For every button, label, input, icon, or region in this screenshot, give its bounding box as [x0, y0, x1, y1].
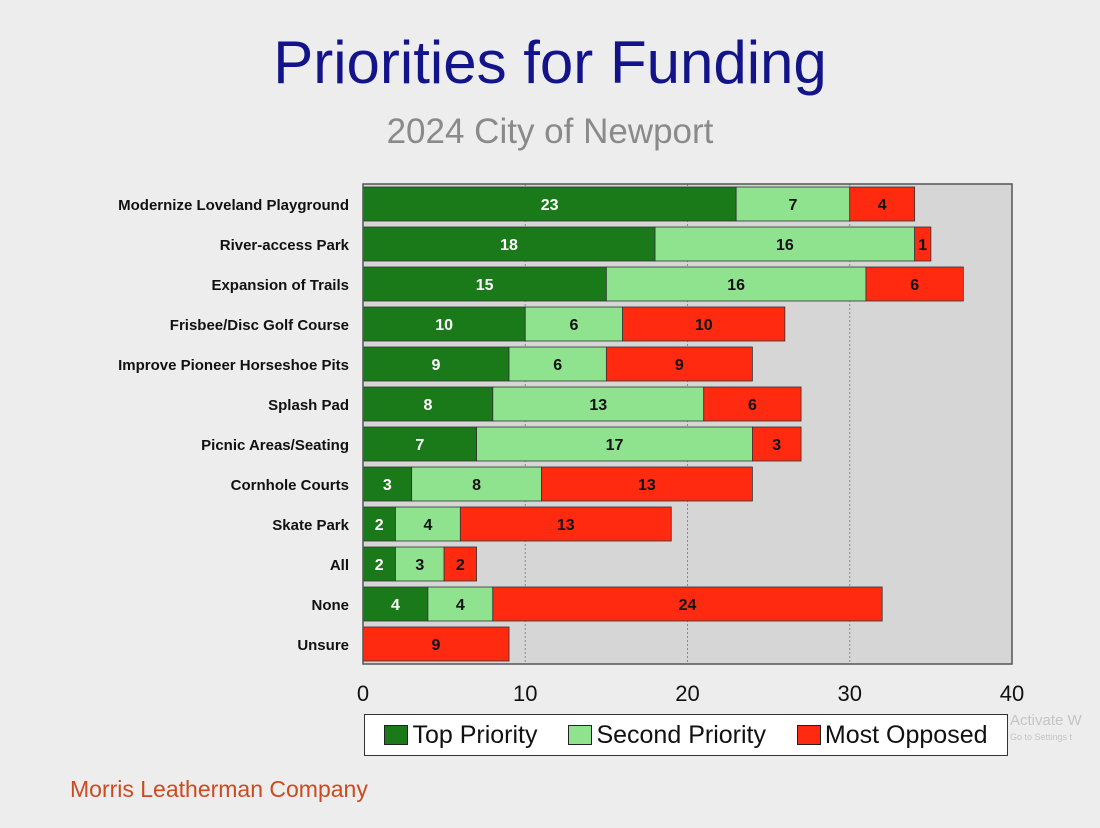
category-label: All: [330, 557, 349, 574]
data-label: 2: [375, 517, 384, 534]
category-label: Improve Pioneer Horseshoe Pits: [118, 357, 349, 374]
legend-item-second-priority: Second Priority: [568, 721, 766, 750]
watermark-line-2: Go to Settings t: [1010, 732, 1073, 742]
x-tick-label: 20: [675, 681, 699, 706]
data-label: 13: [557, 517, 575, 534]
bar-segment: [395, 546, 445, 582]
category-label: Unsure: [297, 637, 349, 654]
x-tick-label: 40: [1000, 681, 1024, 706]
legend-label-second-priority: Second Priority: [596, 720, 766, 749]
bar-segment: [443, 546, 477, 582]
bar-segment: [605, 346, 753, 382]
data-label: 2: [456, 557, 465, 574]
bar-segment: [508, 346, 607, 382]
data-label: 4: [423, 517, 432, 534]
activation-watermark: Activate W Go to Settings t: [1010, 712, 1082, 746]
data-label: 24: [679, 597, 697, 614]
bar-segment: [541, 466, 753, 502]
data-label: 13: [638, 477, 656, 494]
legend-item-top-priority: Top Priority: [384, 720, 538, 750]
category-label: Expansion of Trails: [211, 277, 349, 294]
bar-segment: [362, 386, 494, 422]
bar-segment: [362, 266, 607, 302]
bar-segment: [362, 186, 737, 222]
category-label: River-access Park: [220, 237, 350, 254]
data-label: 6: [553, 357, 562, 374]
category-label: Splash Pad: [268, 397, 349, 414]
data-label: 3: [383, 477, 392, 494]
legend-swatch-most-opposed: [796, 725, 821, 745]
bar-segment: [703, 386, 802, 422]
data-label: 10: [435, 317, 453, 334]
data-label: 18: [500, 237, 518, 254]
footer-credit: Morris Leatherman Company: [70, 776, 368, 802]
bar-segment: [362, 226, 656, 262]
data-label: 2: [375, 557, 384, 574]
watermark-line-1: Activate W: [1010, 712, 1082, 729]
bar-segment: [492, 586, 883, 622]
data-label: 17: [606, 437, 624, 454]
category-label: Picnic Areas/Seating: [201, 437, 349, 454]
bar-segment: [362, 306, 526, 342]
bar-segment: [362, 546, 396, 582]
category-label: Modernize Loveland Playground: [118, 197, 349, 214]
legend-label-top-priority: Top Priority: [412, 720, 538, 749]
data-label: 7: [789, 197, 798, 214]
bar-segment: [849, 186, 916, 222]
data-label: 9: [432, 637, 441, 654]
legend-item-most-opposed: Most Opposed: [796, 720, 988, 750]
data-label: 6: [910, 277, 919, 294]
bar-segment: [735, 186, 851, 222]
legend-swatch-second-priority: [568, 725, 593, 745]
data-label: 9: [675, 357, 684, 374]
category-label: Cornhole Courts: [231, 477, 349, 494]
data-label: 6: [748, 397, 757, 414]
data-label: 16: [776, 237, 794, 254]
data-label: 3: [772, 437, 781, 454]
data-label: 15: [476, 277, 494, 294]
data-label: 10: [695, 317, 713, 334]
data-label: 8: [472, 477, 481, 494]
bar-segment: [524, 306, 623, 342]
bar-segment: [752, 426, 802, 462]
data-label: 3: [415, 557, 424, 574]
data-label: 1: [918, 237, 927, 254]
x-tick-label: 10: [513, 681, 537, 706]
chart-subtitle: 2024 City of Newport: [386, 112, 714, 151]
data-label: 6: [569, 317, 578, 334]
plot-border: [362, 183, 1013, 665]
data-label: 4: [391, 597, 400, 614]
category-label: None: [312, 597, 350, 614]
data-label: 7: [415, 437, 424, 454]
data-label: 4: [878, 197, 887, 214]
data-label: 16: [727, 277, 745, 294]
x-tick-label: 0: [357, 681, 369, 706]
data-label: 9: [432, 357, 441, 374]
data-label: 4: [456, 597, 465, 614]
bar-segment: [476, 426, 753, 462]
bar-segment: [459, 506, 672, 542]
bar-segment: [362, 506, 396, 542]
data-label: 8: [423, 397, 432, 414]
legend-label-most-opposed: Most Opposed: [824, 720, 988, 749]
bar-segment: [362, 586, 429, 622]
legend-swatch-top-priority: [384, 725, 409, 745]
bar-segment: [914, 226, 932, 262]
bar-segment: [362, 466, 413, 502]
category-label: Skate Park: [272, 517, 349, 534]
data-label: 13: [589, 397, 607, 414]
data-label: 23: [541, 197, 559, 214]
bar-segment: [362, 626, 510, 662]
category-label: Frisbee/Disc Golf Course: [170, 317, 349, 334]
bar-segment: [865, 266, 964, 302]
bar-segment: [654, 226, 916, 262]
bar-segment: [605, 266, 867, 302]
chart-legend: Top Priority Second Priority Most Oppose…: [364, 714, 1008, 756]
chart-title: Priorities for Funding: [273, 29, 827, 96]
bar-segment: [622, 306, 786, 342]
x-tick-label: 30: [838, 681, 862, 706]
bar-segment: [362, 346, 510, 382]
